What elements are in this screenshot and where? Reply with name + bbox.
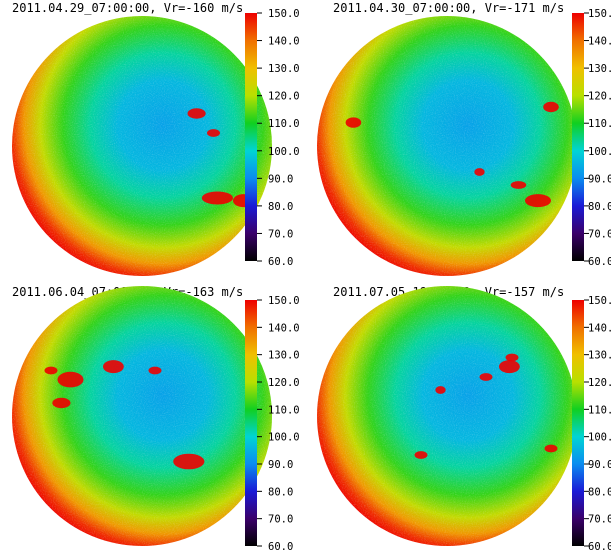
active-region-spot xyxy=(201,191,233,205)
colorbar xyxy=(245,13,257,261)
colorbar-tick-label: 120.0 xyxy=(588,377,611,389)
colorbar-tick-label: 100.0 xyxy=(588,146,611,158)
disk-texture xyxy=(12,16,272,276)
active-region-spot xyxy=(505,353,519,362)
panel-title: 2011.04.29_07:00:00, Vr=-160 m/s xyxy=(12,1,243,15)
active-region-spot xyxy=(414,451,428,459)
colorbar-tick-label: 100.0 xyxy=(268,432,300,444)
colorbar-tick-label: 70.0 xyxy=(268,228,293,240)
colorbar-tick-label: 120.0 xyxy=(268,377,300,389)
active-region-spot xyxy=(544,444,558,453)
active-region-spot xyxy=(345,117,362,128)
disk-texture xyxy=(317,16,577,276)
colorbar-tick-label: 60.0 xyxy=(588,256,611,268)
colorbar-tick-label: 60.0 xyxy=(588,541,611,553)
colorbar-tick-label: 140.0 xyxy=(268,36,300,48)
active-region-spot xyxy=(207,129,220,137)
colorbar-tick-label: 90.0 xyxy=(268,173,293,185)
colorbar-tick-label: 70.0 xyxy=(588,228,611,240)
colorbar-tick-label: 70.0 xyxy=(268,514,293,526)
panel-1: 2011.04.29_07:00:00, Vr=-160 m/s 60.0 70.0… xyxy=(12,1,300,276)
colorbar-tick-label: 130.0 xyxy=(588,63,611,75)
panel-4: 2011.07.05_19:00:00, Vr=-157 m/s60.070.0… xyxy=(317,285,611,553)
active-regions xyxy=(44,360,205,470)
colorbar xyxy=(572,13,584,261)
colorbar-tick-label: 110.0 xyxy=(268,404,300,416)
colorbar-tick-label: 150.0 xyxy=(268,295,300,307)
colorbar-tick-label: 110.0 xyxy=(588,118,611,130)
active-region-spot xyxy=(148,366,162,375)
colorbar-tick-label: 150.0 xyxy=(588,8,611,20)
colorbar-tick-label: 140.0 xyxy=(588,322,611,334)
disk-texture xyxy=(317,286,577,546)
colorbar-tick-label: 80.0 xyxy=(268,486,293,498)
colorbar-tick-label: 110.0 xyxy=(588,404,611,416)
colorbar-tick-label: 60.0 xyxy=(268,541,293,553)
colorbar-tick-label: 100.0 xyxy=(588,432,611,444)
active-regions xyxy=(345,101,559,208)
colorbar-tick-label: 140.0 xyxy=(268,322,300,334)
active-region-spot xyxy=(525,194,551,208)
colorbar-tick-label: 130.0 xyxy=(268,350,300,362)
colorbar-tick-label: 120.0 xyxy=(588,91,611,103)
panel-title: 2011.04.30_07:00:00, Vr=-171 m/s xyxy=(333,1,564,15)
active-region-spot xyxy=(187,108,206,119)
active-region-spot xyxy=(57,371,84,388)
colorbar-tick-label: 150.0 xyxy=(588,295,611,307)
disk-texture xyxy=(12,286,272,546)
colorbar-tick-label: 140.0 xyxy=(588,36,611,48)
active-regions xyxy=(414,353,558,459)
colorbar-tick-label: 90.0 xyxy=(588,173,611,185)
active-region-spot xyxy=(479,373,493,381)
active-region-spot xyxy=(499,360,520,374)
colorbar-tick-label: 70.0 xyxy=(588,514,611,526)
active-region-spot xyxy=(52,397,71,409)
active-region-spot xyxy=(173,453,205,470)
colorbar-tick-label: 120.0 xyxy=(268,91,300,103)
active-region-spot xyxy=(474,168,485,176)
colorbar-tick-label: 130.0 xyxy=(268,63,300,75)
colorbar-tick-label: 80.0 xyxy=(588,201,611,213)
colorbar-tick-label: 60.0 xyxy=(268,256,293,268)
colorbar-tick-label: 80.0 xyxy=(588,486,611,498)
active-region-spot xyxy=(435,386,446,394)
active-region-spot xyxy=(543,101,559,113)
active-region-spot xyxy=(44,366,58,375)
active-region-spot xyxy=(103,360,124,374)
colorbar-tick-label: 90.0 xyxy=(268,459,293,471)
colorbar-tick-label: 110.0 xyxy=(268,118,300,130)
active-region-spot xyxy=(510,181,527,189)
colorbar-tick-label: 90.0 xyxy=(588,459,611,471)
colorbar-tick-label: 100.0 xyxy=(268,146,300,158)
colorbar-tick-label: 150.0 xyxy=(268,8,300,20)
panel-3: 2011.06.04_07:00:00, Vr=-163 m/s60.070.0… xyxy=(12,285,300,553)
colorbar xyxy=(245,300,257,546)
panel-2: 2011.04.30_07:00:00, Vr=-171 m/s 60.0 70.0… xyxy=(317,1,611,276)
colorbar-tick-label: 130.0 xyxy=(588,350,611,362)
colorbar xyxy=(572,300,584,546)
colorbar-tick-label: 80.0 xyxy=(268,201,293,213)
